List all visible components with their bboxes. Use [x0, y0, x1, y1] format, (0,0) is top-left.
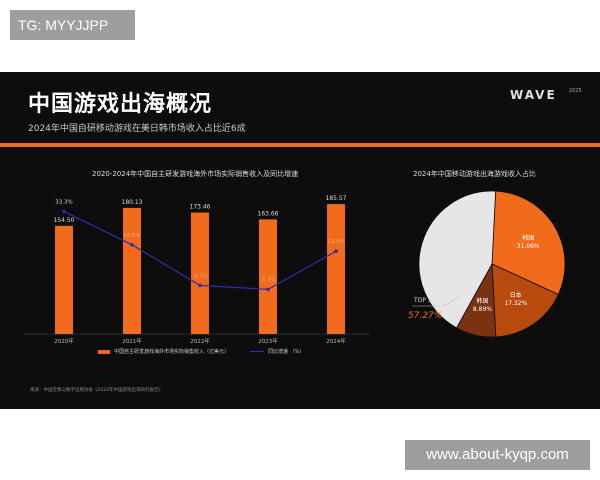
bar-chart: 154.50 2020年 180.13 2021年 173.46 2022年 163.66 2… [24, 195, 370, 345]
bar-value-label-1: 180.13 [122, 199, 143, 206]
pie-slice-1 [491, 263, 559, 338]
bar-value-label-2: 173.46 [190, 204, 211, 211]
source-note: 来源：中国音像与数字出版协会《2024年中国游戏出海研究报告》 [30, 388, 163, 393]
growth-point-2 [198, 283, 202, 288]
growth-point-0 [62, 209, 66, 214]
bar-3 [259, 219, 277, 334]
x-tick-label-0: 2020年 [54, 337, 74, 345]
page-subtitle: 2024年中国自研移动游戏在美日韩市场收入占比近6成 [28, 124, 246, 134]
bar-chart-title: 2020-2024年中国自主研发游戏海外市场实际销售收入及同比增速 [92, 170, 299, 178]
growth-point-3 [266, 287, 270, 292]
pie-slice-value-1: 17.32% [504, 300, 527, 307]
top3-label: TOP 3 [413, 297, 432, 304]
growth-point-4 [334, 249, 338, 253]
pie-slice-value-0: 31.06% [517, 243, 540, 250]
pie-slice-3 [418, 190, 497, 329]
legend-bar-swatch [98, 349, 110, 354]
bar-value-label-3: 163.66 [258, 210, 279, 217]
bar-value-label-0: 154.50 [54, 217, 75, 224]
top3-value: 57.27% [408, 311, 442, 321]
legend-bar: 中国自主研发游戏海外市场实际销售收入（亿美元） [98, 348, 229, 355]
growth-label-4: 13.4% [327, 239, 344, 245]
bar-1 [123, 207, 141, 334]
x-tick-label-1: 2021年 [122, 337, 142, 345]
slide: 中国游戏出海概况 2024年中国自研移动游戏在美日韩市场收入占比近6成 WAVE… [0, 72, 600, 409]
pie-slice-name-1: 日本 [510, 291, 522, 299]
legend-line: 同比增速 （%） [250, 348, 304, 355]
bar-0 [55, 225, 73, 334]
x-tick-label-4: 2024年 [326, 337, 346, 345]
legend-line-label: 同比增速 （%） [268, 349, 305, 355]
bar-2 [191, 212, 209, 334]
brand-logo: WAVE [510, 88, 557, 102]
legend-line-swatch [250, 351, 264, 352]
growth-label-1: 16.6% [123, 233, 140, 239]
page-title: 中国游戏出海概况 [28, 92, 213, 117]
top3-leader-line [412, 295, 461, 307]
bar-value-label-4: 185.57 [326, 195, 347, 202]
bar-4 [327, 204, 345, 334]
growth-label-2: -3.7% [192, 273, 208, 279]
pie-slice-name-0: 韩国 [522, 234, 534, 242]
growth-point-1 [130, 243, 134, 247]
pie-slice-value-2: 8.89% [473, 306, 492, 313]
growth-label-3: -5.7% [260, 277, 276, 283]
legend-bar-label: 中国自主研发游戏海外市场实际销售收入（亿美元） [114, 349, 230, 355]
pie-slice-0 [491, 190, 566, 296]
pie-slice-name-2: 韩国 [476, 297, 488, 305]
x-tick-label-2: 2022年 [190, 337, 210, 345]
growth-label-0: 33.3% [55, 199, 72, 205]
watermark-top: TG: MYYJJPP [10, 10, 135, 40]
accent-divider [0, 143, 600, 147]
brand-year: 2025 [569, 88, 582, 94]
x-tick-label-3: 2023年 [258, 337, 278, 345]
pie-chart-title: 2024年中国移动游戏出海游戏收入占比 [413, 170, 536, 178]
watermark-bottom: www.about-kyqp.com [405, 440, 590, 470]
